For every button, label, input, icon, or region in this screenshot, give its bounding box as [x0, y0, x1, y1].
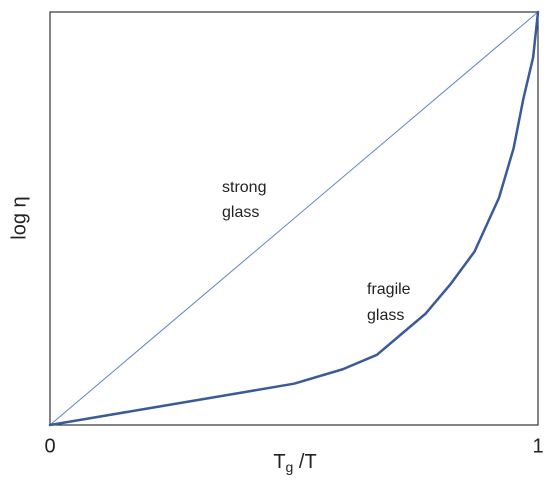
- line: [48, 10, 540, 427]
- x-tick-label: 1: [532, 435, 543, 457]
- x-label-main: T: [273, 451, 285, 473]
- line: [49, 11, 539, 426]
- annotation: strong: [222, 179, 266, 196]
- y-axis-label: log η: [8, 196, 30, 239]
- annotation: glass: [222, 204, 259, 221]
- annotation: fragile: [367, 281, 411, 298]
- x-label-rest: /T: [293, 451, 316, 473]
- x-label-sub: g: [286, 459, 294, 475]
- x-tick-label: 0: [44, 435, 55, 457]
- x-axis-label: Tg /T: [273, 451, 316, 474]
- plot-frame: [49, 11, 539, 426]
- annotation: glass: [367, 307, 404, 324]
